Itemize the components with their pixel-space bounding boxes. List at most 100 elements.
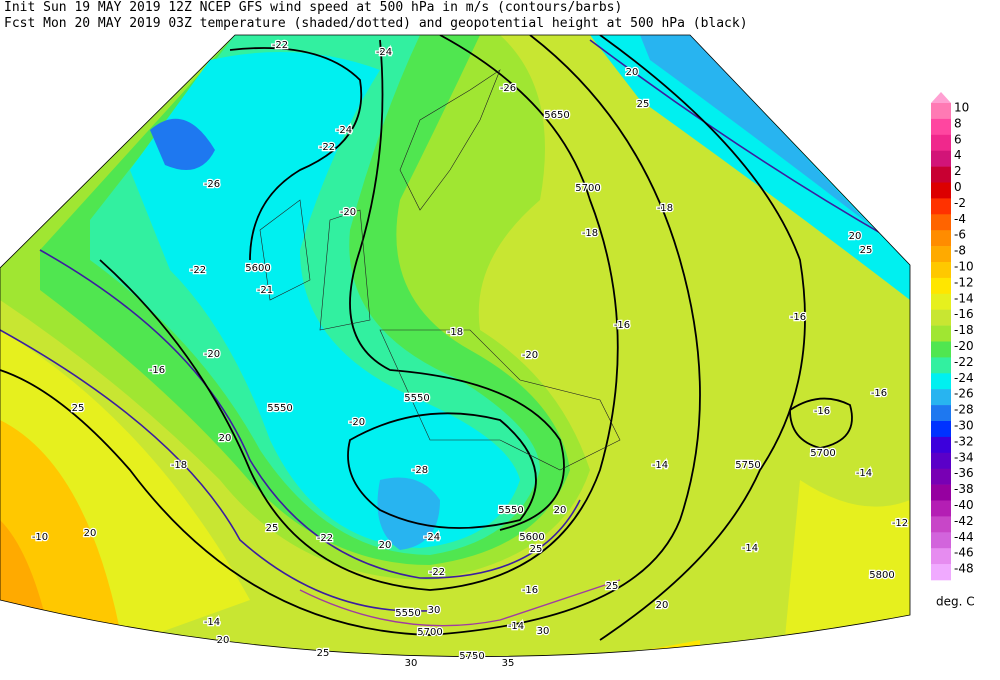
- colorbar-swatch: [931, 341, 951, 358]
- colorbar-label: -6: [954, 228, 966, 242]
- colorbar-swatch: [931, 468, 951, 485]
- contour-label: -14: [856, 468, 872, 479]
- colorbar-swatch: [931, 182, 951, 199]
- colorbar-label: -36: [954, 466, 974, 480]
- colorbar-swatch: [931, 230, 951, 247]
- colorbar-label: -40: [954, 498, 974, 512]
- contour-label: 5550: [395, 608, 420, 619]
- contour-label: 35: [502, 658, 515, 669]
- contour-label: 25: [317, 648, 330, 659]
- contour-label: 5600: [519, 532, 544, 543]
- shade-blue-west: [150, 118, 215, 170]
- contour-label: 25: [266, 523, 279, 534]
- coastline: [259, 69, 621, 471]
- height-contour: [229, 47, 363, 261]
- colorbar-label: 2: [954, 164, 962, 178]
- colorbar-swatch: [931, 405, 951, 422]
- colorbar-swatch: [931, 277, 951, 295]
- colorbar-label: -12: [954, 275, 974, 289]
- contour-label: 30: [405, 658, 418, 669]
- colorbar-label: -48: [954, 562, 974, 576]
- colorbar-label: -16: [954, 307, 974, 321]
- contour-label: -16: [522, 585, 538, 596]
- colorbar-label: -22: [954, 355, 974, 369]
- colorbar-swatch: [931, 389, 951, 406]
- shade-blue-northeast: [640, 35, 870, 225]
- contour-label: -20: [340, 207, 356, 218]
- colorbar-swatch: [931, 532, 951, 549]
- height-contour: [349, 39, 565, 531]
- colorbar-label: -34: [954, 450, 974, 464]
- contour-label: -16: [149, 365, 165, 376]
- wind-contour: [39, 249, 581, 579]
- contour-label: 5750: [459, 651, 484, 662]
- contour-label: 20: [219, 433, 232, 444]
- height-contour: [347, 412, 537, 529]
- contour-label: -21: [257, 285, 273, 296]
- contour-label: 20: [849, 231, 862, 242]
- colorbar-label: -44: [954, 530, 974, 544]
- map-frame: [0, 34, 911, 657]
- contour-label: -18: [582, 228, 598, 239]
- colorbar-label: -2: [954, 196, 966, 210]
- contour-label: 25: [860, 245, 873, 256]
- contour-label: -16: [790, 312, 806, 323]
- colorbar-swatch: [931, 325, 951, 342]
- contour-label: -12: [892, 518, 908, 529]
- shade-cyan-northeast: [590, 35, 910, 300]
- map: [0, 35, 910, 657]
- contour-label: -26: [204, 179, 220, 190]
- contour-label: -22: [317, 533, 333, 544]
- contour-label: 5650: [544, 110, 569, 121]
- colorbar-label: 6: [954, 132, 962, 146]
- contour-label: -20: [204, 349, 220, 360]
- contour-label: 20: [554, 505, 567, 516]
- contour-label: -26: [500, 83, 516, 94]
- contour-label: -16: [871, 388, 887, 399]
- colorbar-label: 4: [954, 148, 962, 162]
- header-line-1: Init Sun 19 MAY 2019 12Z NCEP GFS wind s…: [4, 0, 622, 15]
- colorbar-label: 8: [954, 116, 962, 130]
- contour-label: -18: [447, 327, 463, 338]
- contour-label: 5800: [869, 570, 894, 581]
- contour-label: -22: [190, 265, 206, 276]
- contour-label: -22: [429, 567, 445, 578]
- colorbar-swatch: [931, 548, 951, 565]
- colorbar-label: -38: [954, 482, 974, 496]
- contour-label: -28: [412, 465, 428, 476]
- colorbar-swatch: [931, 134, 951, 151]
- contour-label: 25: [530, 544, 543, 555]
- contour-label: 5700: [810, 448, 835, 459]
- contour-label: 20: [84, 528, 97, 539]
- height-contour: [599, 35, 806, 641]
- colorbar-swatch: [931, 214, 951, 231]
- contour-label: -14: [742, 543, 758, 554]
- colorbar-label: -20: [954, 339, 974, 353]
- contour-label: 30: [428, 605, 441, 616]
- colorbar-swatch: [931, 436, 951, 454]
- contour-label: 30: [537, 626, 550, 637]
- contour-label: 20: [626, 67, 639, 78]
- wind-contour: [299, 579, 621, 627]
- colorbar-swatch: [931, 293, 951, 310]
- colorbar-label: -28: [954, 403, 974, 417]
- colorbar-swatch: [931, 246, 951, 263]
- colorbar-swatch: [931, 484, 951, 501]
- contour-label: 25: [637, 99, 650, 110]
- colorbar-label: -24: [954, 371, 974, 385]
- colorbar-units: deg. C: [936, 595, 975, 609]
- contour-label: 25: [72, 403, 85, 414]
- colorbar-swatch: [931, 564, 951, 581]
- contour-label: 5750: [735, 460, 760, 471]
- shade-light-blue: [377, 477, 440, 550]
- colorbar-swatch: [931, 452, 951, 469]
- wind-contour: [0, 329, 441, 612]
- colorbar-label: -18: [954, 323, 974, 337]
- height-contour: [99, 35, 619, 591]
- contour-label: -20: [349, 417, 365, 428]
- height-contour: [0, 35, 701, 636]
- colorbar-label: -14: [954, 291, 974, 305]
- contour-label: -10: [32, 532, 48, 543]
- contour-label: 25: [606, 581, 619, 592]
- contour-label: 5600: [245, 263, 270, 274]
